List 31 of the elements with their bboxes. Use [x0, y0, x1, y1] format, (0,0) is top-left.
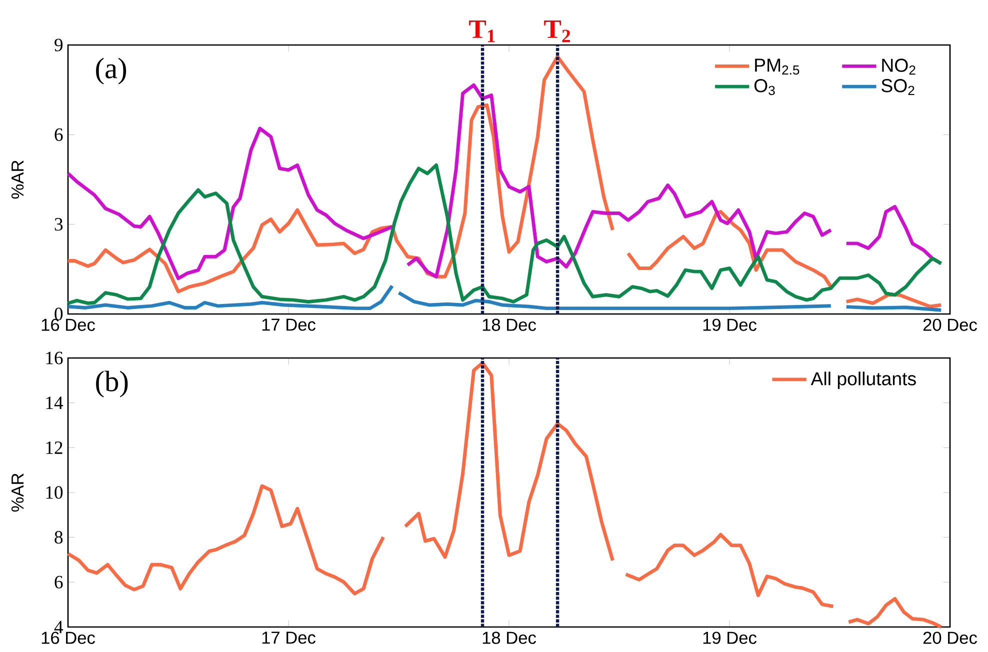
annotation: (a) — [96, 58, 126, 84]
y-tick-label: 0 — [54, 308, 63, 320]
y-axis-title: %AR — [11, 160, 24, 199]
y-tick-label: 10 — [46, 486, 63, 499]
y-tick-label: 8 — [54, 531, 63, 544]
legend-label: SO$_{2}$ — [882, 79, 914, 95]
y-tick-label: 12 — [46, 441, 62, 454]
y-tick-label: 6 — [54, 128, 63, 141]
x-tick-label: 18 Dec — [482, 318, 536, 331]
y-tick-label: 9 — [54, 38, 63, 52]
x-tick-label: 17 Dec — [262, 632, 316, 644]
x-tick-label: 19 Dec — [703, 632, 756, 644]
x-tick-label: 16 Dec — [42, 318, 95, 331]
x-tick-label: 20 Dec — [923, 318, 977, 331]
x-tick-label: 20 Dec — [923, 632, 977, 644]
y-tick-label: 6 — [54, 576, 63, 588]
x-tick-label: 17 Dec — [262, 318, 316, 331]
y-tick-label: 3 — [54, 218, 63, 231]
legend-label: PM$_{2.5}$ — [755, 58, 800, 75]
legend-label: All pollutants — [810, 372, 916, 390]
ref-line-label: T$_{2}$ — [544, 20, 570, 42]
ref-line-label: T$_{1}$ — [469, 20, 495, 42]
x-tick-label: 18 Dec — [482, 632, 536, 644]
x-tick-label: 19 Dec — [703, 318, 756, 331]
y-tick-label: 16 — [46, 352, 63, 364]
y-tick-label: 4 — [54, 620, 64, 634]
legend-label: O$_{3}$ — [754, 79, 775, 96]
legend-label: NO$_{2}$ — [882, 58, 916, 75]
y-tick-label: 14 — [46, 396, 64, 409]
y-axis-title: %AR — [11, 474, 24, 512]
annotation: (b) — [96, 370, 128, 398]
